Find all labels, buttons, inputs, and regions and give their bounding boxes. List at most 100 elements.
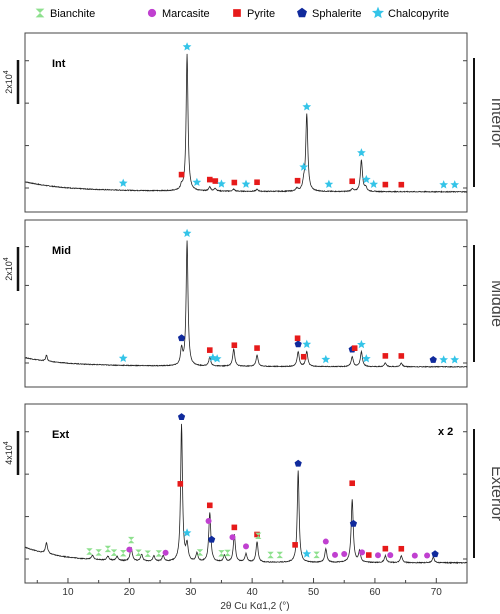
bianchite-marker	[128, 536, 135, 544]
pyrite-marker	[382, 545, 389, 552]
legend-item-bianchite: Bianchite	[35, 8, 95, 20]
marcasite-marker	[411, 552, 418, 559]
bianchite-marker	[218, 550, 225, 557]
x-tick-label: 60	[369, 587, 381, 598]
marcasite-marker	[387, 552, 394, 559]
sphalerite-marker	[177, 334, 186, 342]
pyrite-marker	[382, 181, 389, 188]
bianchite-marker	[144, 550, 151, 557]
xrd-pattern	[24, 423, 468, 565]
panel-frame	[24, 219, 468, 388]
chalcopyrite-marker	[302, 339, 312, 348]
pyrite-marker	[382, 353, 389, 359]
legend-item-chalcopyrite: Chalcopyrite	[371, 6, 449, 20]
bianchite-marker	[110, 549, 118, 556]
bowtie-icon	[35, 8, 45, 18]
chalcopyrite-marker	[302, 549, 312, 558]
chalcopyrite-marker	[361, 354, 371, 363]
chalcopyrite-marker	[192, 177, 202, 187]
chalcopyrite-marker	[212, 354, 222, 363]
x-tick-label: 40	[247, 587, 259, 598]
pentagon-icon	[297, 7, 307, 18]
pyrite-marker	[206, 502, 213, 509]
square-icon	[233, 9, 241, 17]
panel-ext: Ext 4x104 Exterior x 2	[3, 403, 500, 584]
panel-label: Mid	[52, 245, 71, 257]
sphalerite-marker	[349, 519, 358, 527]
panel-mid: Mid 2x104 Middle	[3, 219, 500, 388]
bianchite-marker	[95, 549, 102, 556]
pyrite-marker	[398, 181, 405, 188]
sphalerite-marker	[294, 459, 302, 467]
pyrite-marker	[231, 524, 238, 531]
legend-label-chalcopyrite: Chalcopyrite	[388, 8, 449, 20]
bianchite-marker	[313, 551, 320, 559]
legend-label-bianchite: Bianchite	[50, 8, 95, 20]
chalcopyrite-legend-swatch	[371, 6, 385, 19]
chalcopyrite-marker	[439, 355, 449, 364]
pyrite-marker	[300, 353, 307, 360]
pyrite-marker	[365, 552, 372, 558]
pyrite-marker	[206, 176, 213, 183]
bianchite-marker	[267, 551, 274, 559]
side-label: Interior	[488, 98, 500, 148]
xrd-pattern	[24, 240, 468, 369]
legend-item-marcasite: Marcasite	[147, 8, 210, 20]
pyrite-marker	[398, 353, 405, 359]
pyrite-marker	[349, 178, 356, 185]
chalcopyrite-marker	[182, 42, 192, 51]
chalcopyrite-marker	[357, 148, 366, 157]
panel-label: Ext	[52, 429, 69, 441]
x-tick-label: 10	[62, 587, 74, 598]
pyrite-marker	[231, 179, 238, 186]
x-axis-title: 2θ Cu Kα1,2 (°)	[220, 601, 289, 612]
bianchite-marker	[120, 550, 127, 557]
pyrite-marker	[206, 347, 213, 353]
side-label: Exterior	[488, 466, 500, 522]
sphalerite-marker	[429, 355, 437, 363]
x-tick-label: 20	[124, 587, 136, 598]
scale-label: 2x104	[3, 70, 14, 94]
chalcopyrite-marker	[357, 339, 366, 349]
x-tick-label: 70	[431, 587, 443, 598]
pyrite-marker	[212, 178, 219, 184]
marcasite-marker	[229, 534, 236, 541]
panels: Int 2x104 Interior Mid 2x104 Middle Ext 4x104 Ex…	[3, 32, 500, 584]
marcasite-marker	[205, 517, 212, 524]
pyrite-legend-swatch	[233, 9, 241, 17]
circle-icon	[147, 8, 157, 18]
chalcopyrite-marker	[118, 178, 128, 187]
marcasite-legend-swatch	[147, 8, 157, 18]
marcasite-marker	[332, 551, 339, 558]
chalcopyrite-marker	[450, 180, 460, 189]
marcasite-marker	[243, 543, 249, 550]
x-tick-label: 50	[308, 587, 320, 598]
bianchite-marker	[155, 550, 163, 557]
scale-label: 2x104	[3, 257, 14, 281]
pyrite-marker	[294, 335, 301, 342]
chalcopyrite-marker	[302, 102, 312, 111]
pyrite-marker	[177, 481, 184, 487]
scale-label: 4x104	[3, 441, 14, 465]
chalcopyrite-marker	[439, 180, 449, 189]
sphalerite-legend-swatch	[297, 7, 307, 18]
pyrite-marker	[231, 342, 238, 349]
marcasite-marker	[359, 549, 366, 556]
marcasite-marker	[424, 552, 431, 559]
chalcopyrite-marker	[324, 179, 334, 188]
pyrite-marker	[398, 545, 405, 552]
sphalerite-marker	[208, 535, 216, 543]
pyrite-marker	[349, 480, 356, 487]
chalcopyrite-marker	[299, 162, 309, 171]
legend-label-sphalerite: Sphalerite	[312, 8, 362, 20]
side-label: Middle	[488, 280, 500, 327]
bianchite-marker	[86, 548, 93, 555]
legend-item-pyrite: Pyrite	[233, 8, 275, 20]
pyrite-marker	[254, 179, 260, 186]
panel-frame	[24, 32, 468, 213]
panel-label: Int	[52, 58, 66, 70]
marcasite-marker	[162, 549, 169, 556]
pyrite-marker	[292, 542, 298, 548]
xrd-pattern	[24, 53, 468, 194]
